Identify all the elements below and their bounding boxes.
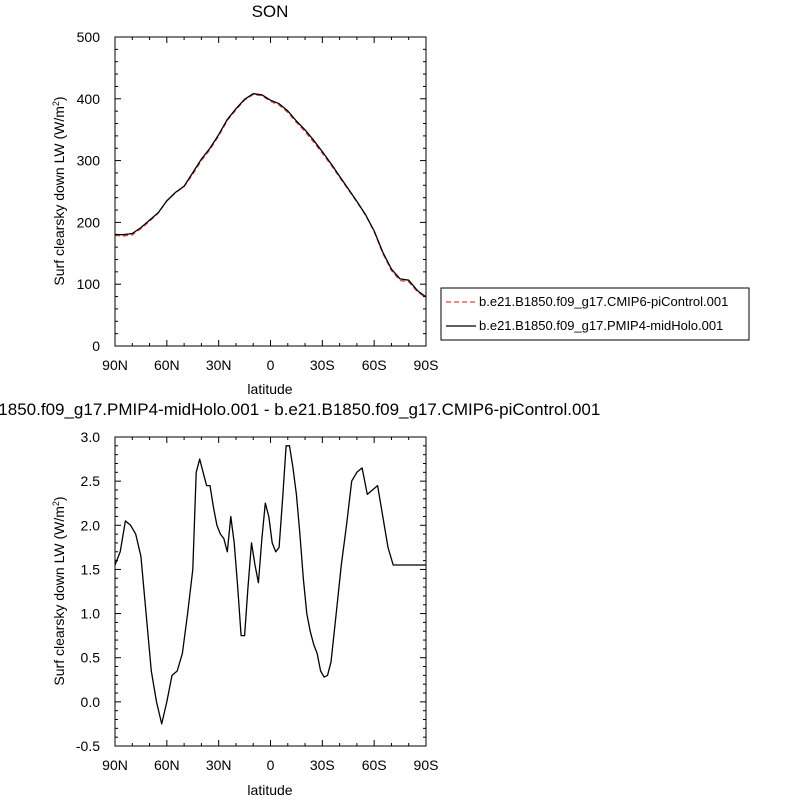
bottom-x-tick-label: 0 <box>267 757 275 773</box>
top-chart-title: SON <box>252 2 289 21</box>
legend: b.e21.B1850.f09_g17.CMIP6-piControl.001 … <box>440 287 750 341</box>
bottom-x-tick-label: 90N <box>102 757 128 773</box>
top-x-tick-label: 90N <box>102 357 128 373</box>
top-series-line-0 <box>114 93 427 299</box>
bottom-y-axis-label: Surf clearsky down LW (W/m2) <box>51 496 67 685</box>
bottom-y-tick-label: 2.0 <box>81 517 101 533</box>
top-x-tick-label: 60N <box>154 357 180 373</box>
bottom-panel: b.e21.B1850.f09_g17.PMIP4-midHolo.001 - … <box>0 400 600 798</box>
top-x-tick-label: 60S <box>362 357 387 373</box>
top-x-tick-label: 90S <box>414 357 439 373</box>
legend-box <box>440 287 750 341</box>
bottom-x-tick-label: 60S <box>362 757 387 773</box>
bottom-y-tick-label: 0.0 <box>81 694 101 710</box>
bottom-chart-title: b.e21.B1850.f09_g17.PMIP4-midHolo.001 - … <box>0 400 600 419</box>
legend-label-midholo: b.e21.B1850.f09_g17.PMIP4-midHolo.001 <box>479 318 723 333</box>
bottom-y-tick-label: 1.0 <box>81 606 101 622</box>
top-y-tick-label: 100 <box>77 276 101 292</box>
top-y-tick-label: 0 <box>92 338 100 354</box>
bottom-x-tick-label: 60N <box>154 757 180 773</box>
bottom-x-axis-label: latitude <box>247 782 292 798</box>
top-y-tick-label: 500 <box>77 29 101 45</box>
bottom-plot-frame <box>114 436 427 747</box>
bottom-x-tick-label: 90S <box>414 757 439 773</box>
legend-label-picontrol: b.e21.B1850.f09_g17.CMIP6-piControl.001 <box>479 294 728 309</box>
bottom-y-tick-label: 3.0 <box>81 429 101 445</box>
top-x-axis-label: latitude <box>247 381 292 397</box>
bottom-y-tick-label: 1.5 <box>81 561 101 577</box>
bottom-y-tick-label: -0.5 <box>76 738 100 754</box>
top-plot-frame <box>114 36 427 347</box>
bottom-y-tick-label: 2.5 <box>81 473 101 489</box>
top-x-tick-label: 30N <box>206 357 232 373</box>
top-y-tick-label: 300 <box>77 153 101 169</box>
bottom-y-tick-label: 0.5 <box>81 650 101 666</box>
bottom-x-tick-label: 30N <box>206 757 232 773</box>
top-series-line-1 <box>114 93 427 298</box>
bottom-x-tick-label: 30S <box>310 757 335 773</box>
top-y-tick-label: 200 <box>77 214 101 230</box>
top-x-tick-label: 30S <box>310 357 335 373</box>
top-y-tick-label: 400 <box>77 91 101 107</box>
top-x-tick-label: 0 <box>267 357 275 373</box>
bottom-series-line-0 <box>114 445 426 725</box>
top-y-axis-label: Surf clearsky down LW (W/m2) <box>51 96 67 285</box>
